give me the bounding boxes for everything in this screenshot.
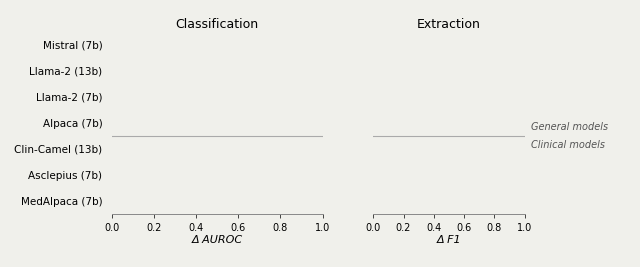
Text: General models: General models <box>531 122 608 132</box>
Text: Clinical models: Clinical models <box>531 140 605 150</box>
Title: Extraction: Extraction <box>417 18 481 31</box>
Title: Classification: Classification <box>176 18 259 31</box>
X-axis label: Δ F1: Δ F1 <box>436 235 461 245</box>
X-axis label: Δ AUROC: Δ AUROC <box>192 235 243 245</box>
